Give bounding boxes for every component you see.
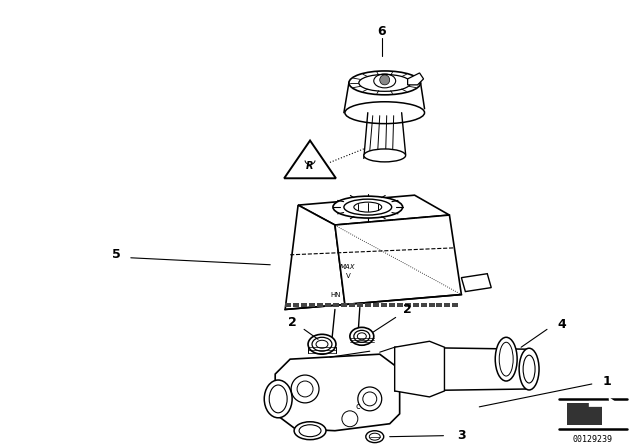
Text: MAX: MAX [340, 264, 355, 270]
Polygon shape [298, 195, 449, 225]
Text: 2: 2 [288, 316, 296, 329]
Bar [444, 302, 451, 307]
Text: 4: 4 [557, 318, 566, 331]
Bar [372, 302, 379, 307]
Text: V: V [346, 273, 351, 279]
Bar [333, 302, 339, 307]
Bar [413, 302, 419, 307]
Ellipse shape [349, 71, 420, 95]
Bar [452, 302, 458, 307]
Polygon shape [275, 354, 399, 431]
Text: R: R [307, 161, 314, 171]
Bar [381, 302, 387, 307]
Ellipse shape [308, 334, 336, 354]
Bar [429, 302, 435, 307]
Text: 1: 1 [602, 375, 611, 388]
Bar [420, 302, 426, 307]
Ellipse shape [294, 422, 326, 439]
Bar [388, 302, 395, 307]
Bar [285, 302, 291, 307]
Bar [309, 302, 315, 307]
Text: 5: 5 [111, 248, 120, 261]
Bar [397, 302, 403, 307]
Polygon shape [335, 215, 461, 305]
Polygon shape [461, 274, 492, 292]
Text: 3: 3 [457, 429, 466, 442]
Ellipse shape [366, 431, 384, 443]
Bar [436, 302, 442, 307]
Ellipse shape [264, 380, 292, 418]
Ellipse shape [345, 102, 424, 124]
Polygon shape [408, 73, 424, 85]
Bar [325, 302, 331, 307]
Text: 6: 6 [378, 25, 386, 38]
Text: 2: 2 [403, 303, 412, 316]
Text: HN: HN [330, 292, 340, 297]
Bar [349, 302, 355, 307]
Bar [341, 302, 347, 307]
Ellipse shape [364, 149, 406, 162]
Ellipse shape [495, 337, 517, 381]
Bar [357, 302, 363, 307]
Bar [567, 403, 602, 425]
Bar [404, 302, 411, 307]
Bar [293, 302, 299, 307]
Polygon shape [285, 205, 345, 310]
Ellipse shape [519, 348, 539, 390]
Bar [365, 302, 371, 307]
Circle shape [380, 75, 390, 85]
Bar [317, 302, 323, 307]
Ellipse shape [350, 327, 374, 345]
Text: 00129239: 00129239 [573, 435, 613, 444]
Ellipse shape [333, 196, 403, 218]
Polygon shape [589, 397, 619, 411]
Polygon shape [395, 341, 444, 397]
Bar [301, 302, 307, 307]
Text: c: c [356, 402, 360, 411]
